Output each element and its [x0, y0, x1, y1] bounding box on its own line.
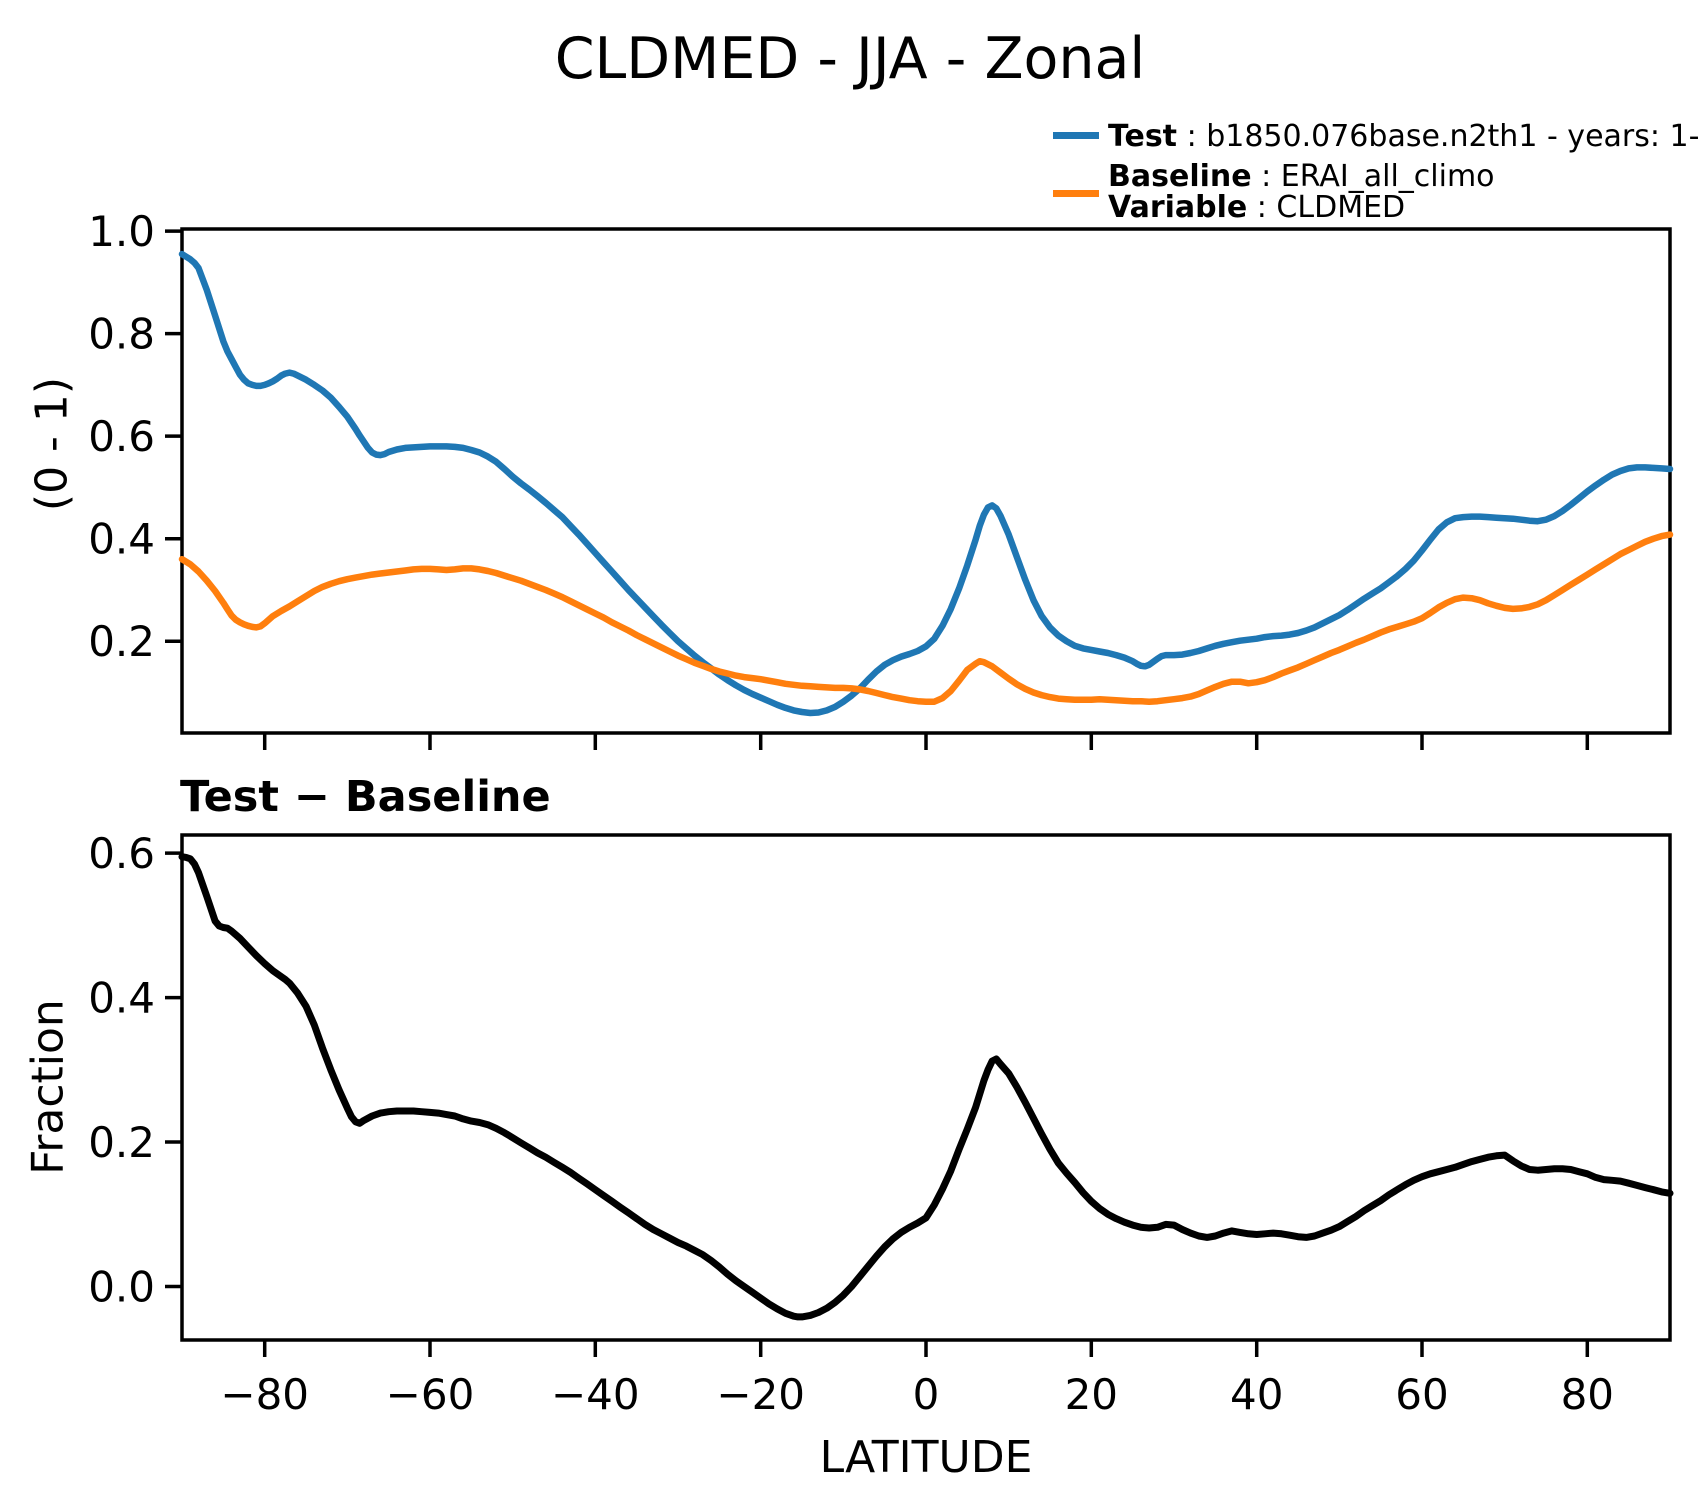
baseline-curve — [178, 531, 1674, 705]
difference-curve — [178, 853, 1674, 1321]
legend-baseline-label: Baseline — [1108, 159, 1252, 194]
bottom-y-tick-label: 0.2 — [88, 1118, 155, 1167]
x-tick-label: −40 — [551, 1370, 640, 1419]
top-y-tick-label: 1.0 — [88, 207, 155, 256]
test-curve — [178, 250, 1674, 717]
bottom-y-tick-label: 0.0 — [88, 1263, 155, 1312]
legend-entry-test: Test : b1850.076base.n2th1 - years: 1-6 — [1108, 121, 1700, 153]
x-tick-label: −80 — [220, 1370, 309, 1419]
bottom-y-tick-label: 0.6 — [88, 829, 155, 878]
top-y-tick-label: 0.8 — [88, 310, 155, 359]
legend-variable-value: : CLDMED — [1247, 190, 1406, 225]
top-panel-frame — [180, 227, 1672, 735]
top-y-tick-label: 0.4 — [88, 515, 155, 564]
x-tick-label: −60 — [386, 1370, 475, 1419]
bottom-y-tick-label: 0.4 — [88, 974, 155, 1023]
legend-test-value: : b1850.076base.n2th1 - years: 1-6 — [1177, 119, 1700, 154]
bottom-y-axis-label: Fraction — [22, 999, 74, 1175]
legend-baseline-value: : ERAI_all_climo — [1251, 159, 1495, 194]
legend-entry-baseline: Baseline : ERAI_all_climo — [1108, 161, 1495, 193]
legend-test-line-swatch — [1053, 132, 1099, 139]
top-y-tick-label: 0.2 — [88, 617, 155, 666]
legend-variable-label: Variable — [1108, 190, 1248, 225]
x-tick-label: 80 — [1561, 1370, 1614, 1419]
page-title: CLDMED - JJA - Zonal — [554, 26, 1146, 92]
top-y-axis-label: (0 - 1) — [26, 376, 78, 512]
bottom-panel-frame — [180, 833, 1672, 1342]
x-axis-label: LATITUDE — [819, 1432, 1033, 1483]
x-tick-label: −20 — [716, 1370, 805, 1419]
x-tick-label: 20 — [1065, 1370, 1118, 1419]
x-tick-label: 60 — [1395, 1370, 1448, 1419]
top-y-tick-label: 0.6 — [88, 412, 155, 461]
legend-entry-variable: Variable : CLDMED — [1108, 192, 1405, 224]
difference-panel-heading: Test − Baseline — [180, 772, 551, 822]
x-tick-label: 40 — [1230, 1370, 1283, 1419]
legend-test-label: Test — [1108, 119, 1178, 154]
x-tick-label: 0 — [913, 1370, 940, 1419]
legend-baseline-line-swatch — [1053, 190, 1099, 197]
